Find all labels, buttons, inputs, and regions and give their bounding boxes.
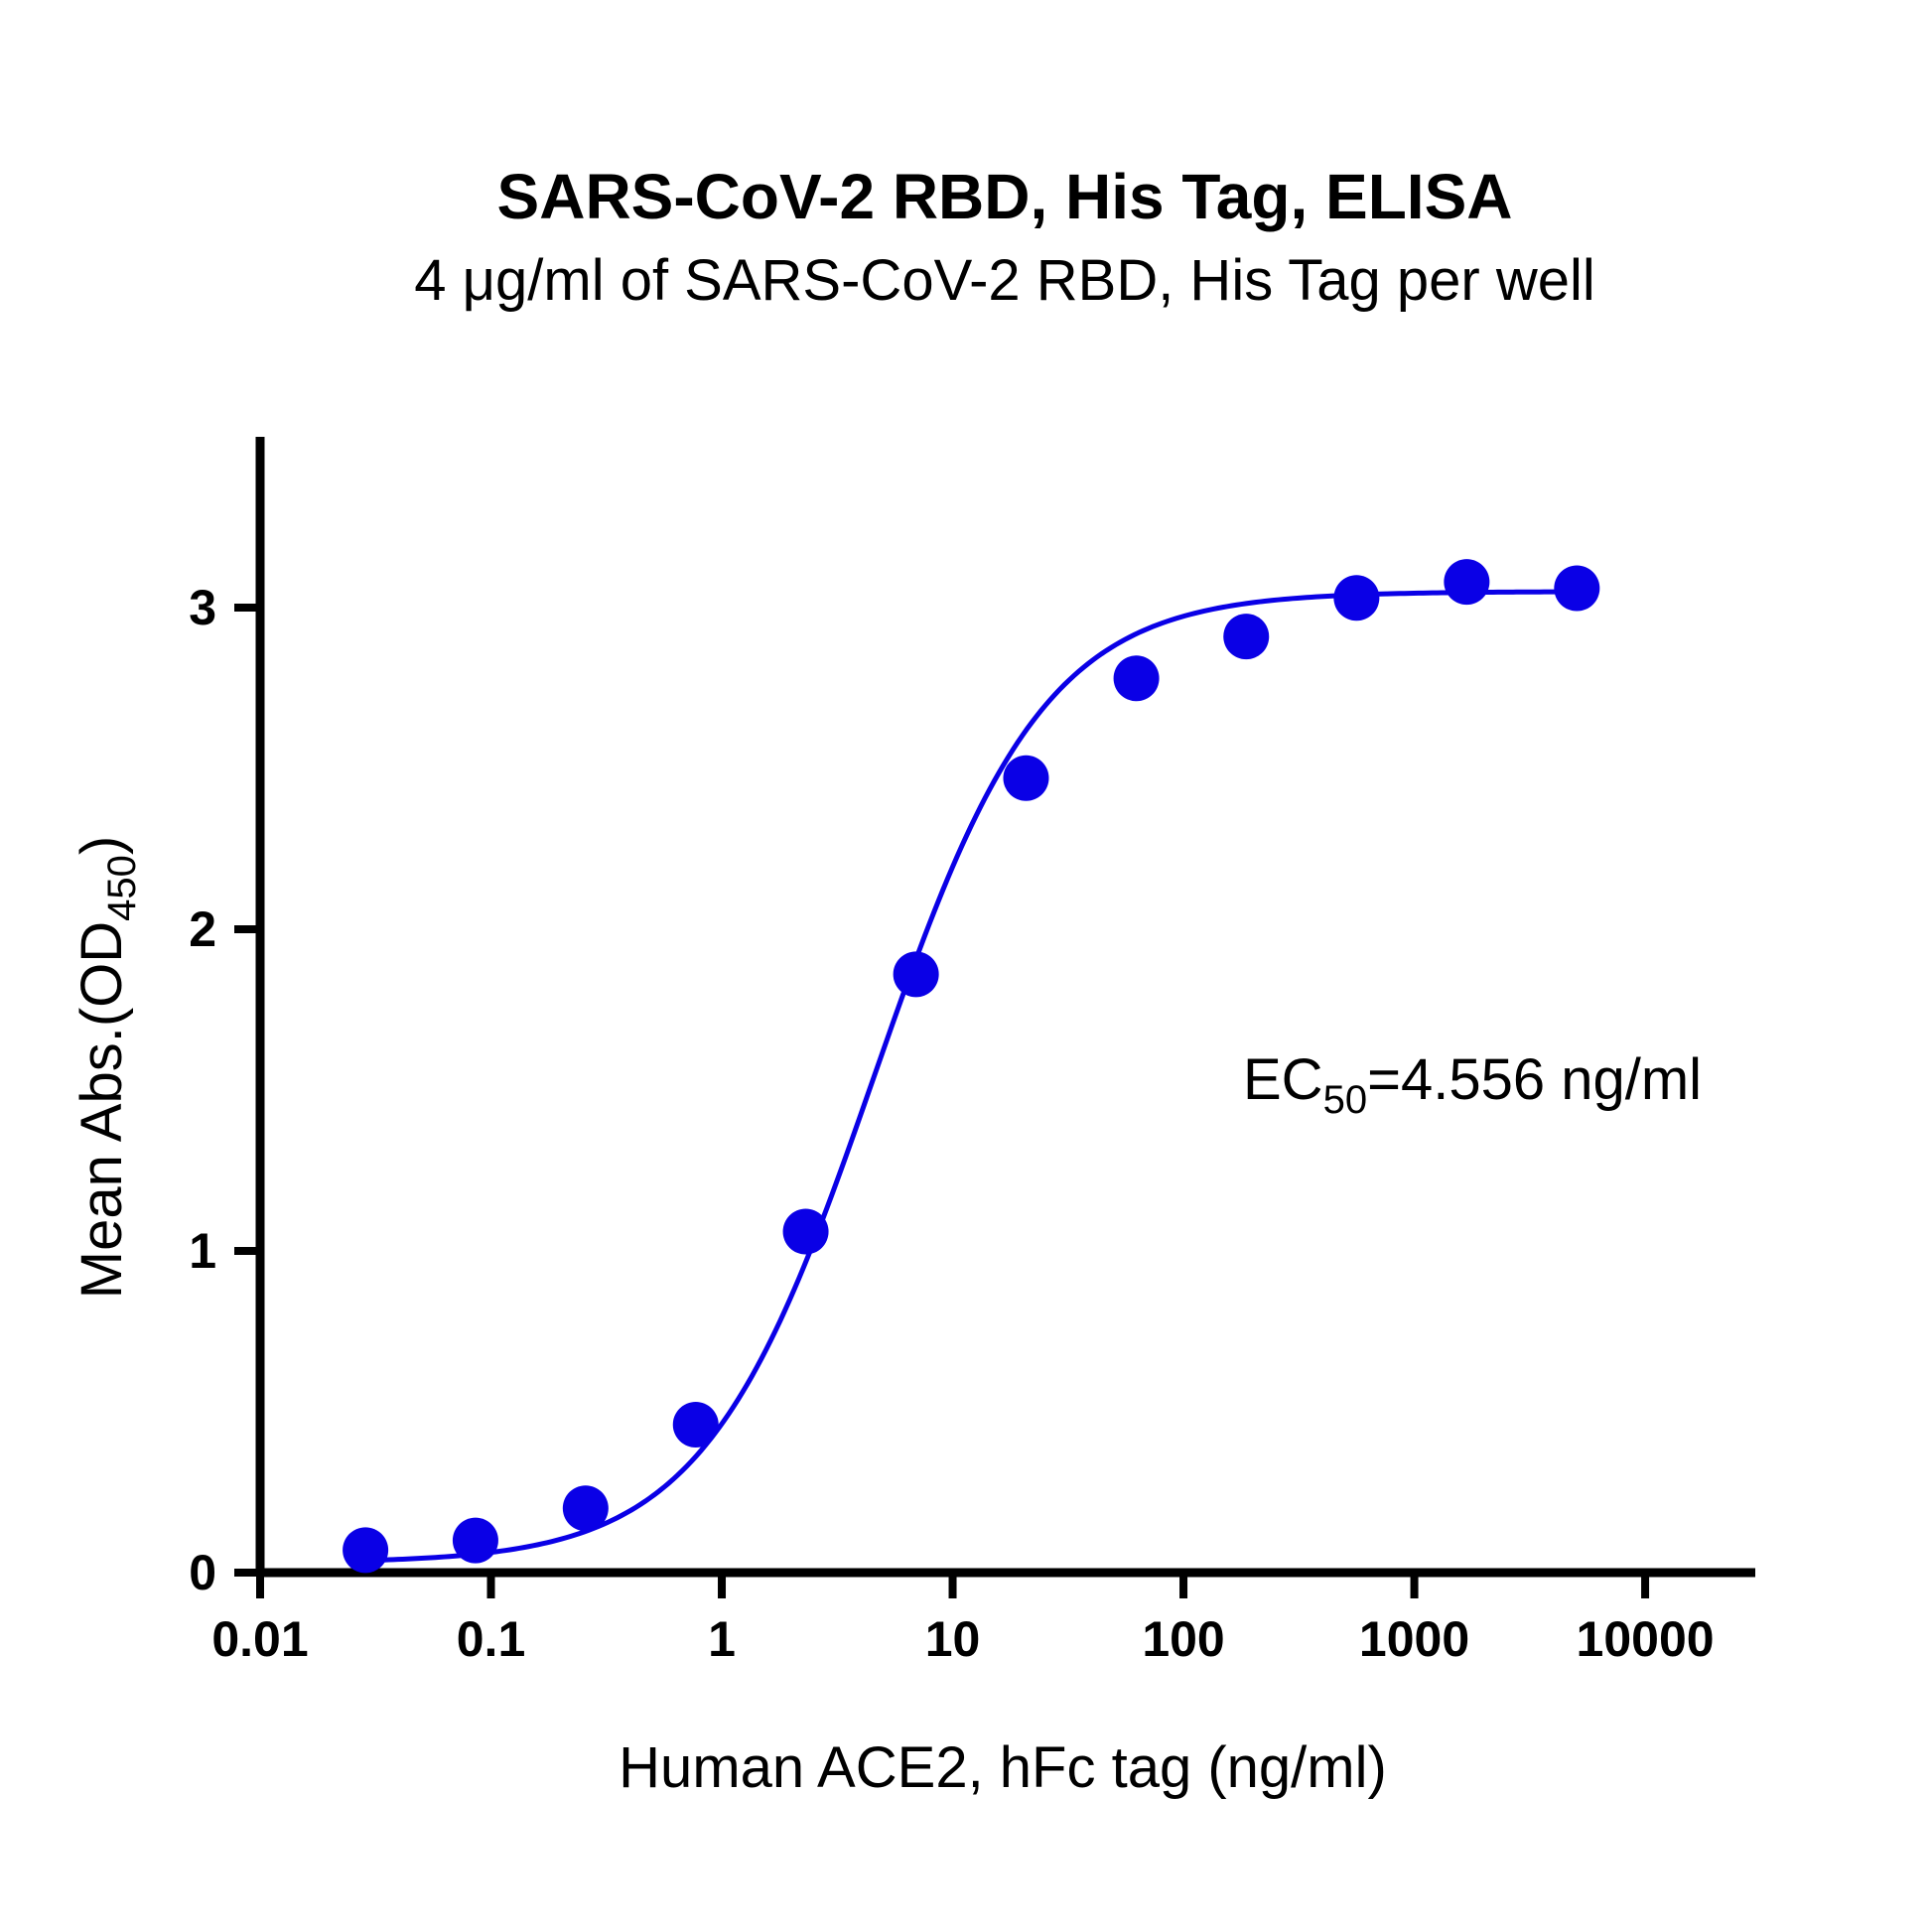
ec50-annotation: EC50=4.556 ng/ml	[1243, 1047, 1702, 1122]
data-point	[562, 1485, 609, 1532]
data-point	[1223, 614, 1270, 660]
x-tick-label: 1	[708, 1611, 736, 1667]
ec50-value: =4.556 ng/ml	[1367, 1047, 1702, 1112]
y-axis-label-close: )	[69, 836, 134, 855]
y-axis-label-main: Mean Abs.(OD	[69, 921, 134, 1299]
x-axis-ticks: 0.01 0.1 1 10 100 1000 10000	[211, 1573, 1715, 1667]
data-point	[782, 1208, 829, 1255]
x-tick-label: 0.1	[457, 1611, 526, 1667]
data-point	[672, 1401, 719, 1448]
data-point	[343, 1527, 389, 1574]
x-tick-label: 0.01	[211, 1611, 308, 1667]
data-point	[1003, 755, 1049, 801]
chart-subtitle: 4 μg/ml of SARS-CoV-2 RBD, His Tag per w…	[414, 248, 1595, 313]
x-tick-label: 1000	[1359, 1611, 1469, 1667]
y-tick-label: 2	[189, 901, 216, 957]
y-tick-label: 1	[189, 1223, 216, 1279]
chart-title: SARS-CoV-2 RBD, His Tag, ELISA	[497, 161, 1513, 232]
x-tick-label: 10	[925, 1611, 981, 1667]
ec50-subscript: 50	[1323, 1078, 1368, 1122]
y-axis-label: Mean Abs.(OD450)	[69, 836, 144, 1299]
x-tick-label: 100	[1142, 1611, 1224, 1667]
data-point	[1554, 565, 1600, 612]
y-tick-label: 0	[189, 1545, 216, 1600]
x-axis-label: Human ACE2, hFc tag (ng/ml)	[619, 1735, 1387, 1800]
data-points	[343, 559, 1600, 1574]
x-tick-label: 10000	[1577, 1611, 1715, 1667]
data-point	[1444, 559, 1490, 606]
y-tick-label: 3	[189, 580, 216, 635]
ec50-prefix: EC	[1243, 1047, 1323, 1112]
data-point	[452, 1517, 498, 1564]
data-point	[1333, 575, 1380, 621]
data-point	[1113, 655, 1160, 702]
data-point	[893, 951, 939, 998]
y-axis-ticks: 0 1 2 3	[189, 580, 260, 1600]
y-axis-label-subscript: 450	[100, 855, 144, 921]
